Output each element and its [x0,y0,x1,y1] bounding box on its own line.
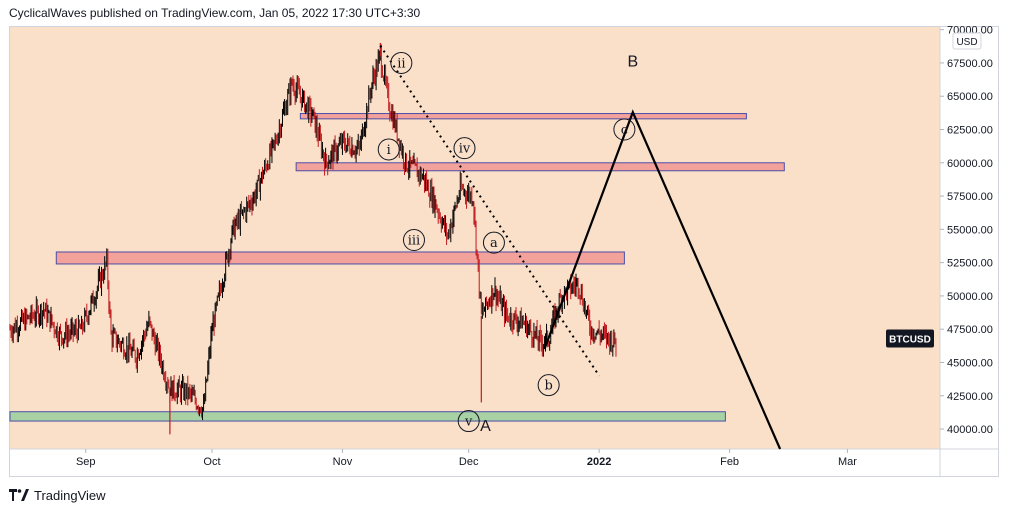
symbol-price-label-text: BTCUSD [889,335,931,346]
zones-layer [9,113,785,422]
currency-badge[interactable] [952,32,982,50]
wave-label-b: b [544,379,552,394]
zone-support[interactable] [9,411,726,422]
wave-label-c: c [621,123,628,138]
wave-circle-v [457,410,480,433]
currency-label: USD [956,37,977,48]
wave-circle-i [377,138,400,161]
x-tick-label: Sep [76,456,96,468]
x-tick-label: Oct [203,456,220,468]
tradingview-logo-icon [9,489,29,501]
y-tick-label: 50000.00 [947,291,993,303]
axis-layer: 40000.00 42500.00 45000.00 47500.00 50000.00… [76,25,993,468]
y-tick-label: 62500.00 [947,125,993,137]
symbol-price-label[interactable] [886,329,934,348]
footer-brand: TradingView [34,487,106,503]
lines-layer [379,45,782,450]
wave-label-A: A [480,418,491,435]
wave-circle-a [482,231,505,254]
x-tick-label: Dec [459,456,479,468]
projection-path[interactable] [543,109,782,450]
x-tick-label: Nov [333,456,353,468]
wave-circle-c [613,118,636,141]
wave-label-v: v [464,415,473,430]
y-tick-label: 65000.00 [947,91,993,103]
x-tick-label: Feb [720,456,739,468]
publish-header: CyclicalWaves published on TradingView.c… [9,6,421,20]
y-tick-label: 60000.00 [947,158,993,170]
wave-circle-b [537,374,560,397]
wave-label-i: i [387,143,391,158]
y-tick-label: 40000.00 [947,424,993,436]
y-tick-label: 45000.00 [947,357,993,369]
dotted-trendline[interactable] [379,45,600,377]
y-tick-label: 47500.00 [947,324,993,336]
wave-label-ii: ii [397,56,405,71]
wave-circle-iv [453,137,476,160]
y-tick-label: 55000.00 [947,224,993,236]
y-tick-label: 42500.00 [947,391,993,403]
y-tick-label: 52500.00 [947,258,993,270]
wave-label-B: B [627,53,638,70]
y-tick-label: 67500.00 [947,58,993,70]
footer: TradingView [9,485,106,505]
wave-circle-iii [402,228,425,251]
candles-layer [9,42,617,435]
plot-background [10,27,940,449]
wave-label-a: a [490,236,498,251]
zone-middle[interactable] [55,251,625,265]
zone-upper[interactable] [295,162,785,172]
wave-label-iv: iv [459,142,471,157]
wave-circle-ii [390,51,413,74]
y-tick-label: 57500.00 [947,191,993,203]
x-tick-label: Mar [838,456,857,468]
wave-label-iii: iii [408,233,420,248]
zone-top[interactable] [299,113,747,120]
x-tick-label: 2022 [587,456,611,468]
